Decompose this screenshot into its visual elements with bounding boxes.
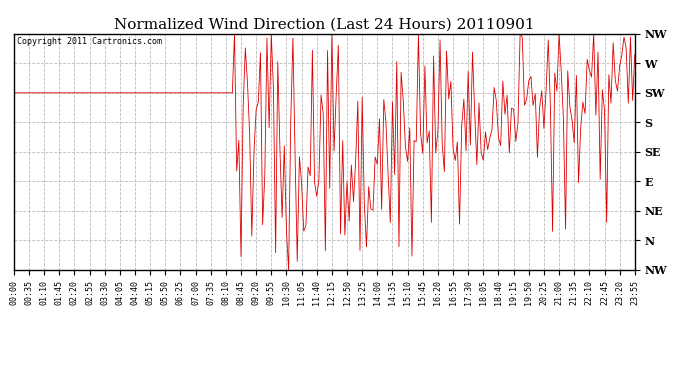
Title: Normalized Wind Direction (Last 24 Hours) 20110901: Normalized Wind Direction (Last 24 Hours… xyxy=(114,17,535,31)
Text: Copyright 2011 Cartronics.com: Copyright 2011 Cartronics.com xyxy=(17,37,162,46)
